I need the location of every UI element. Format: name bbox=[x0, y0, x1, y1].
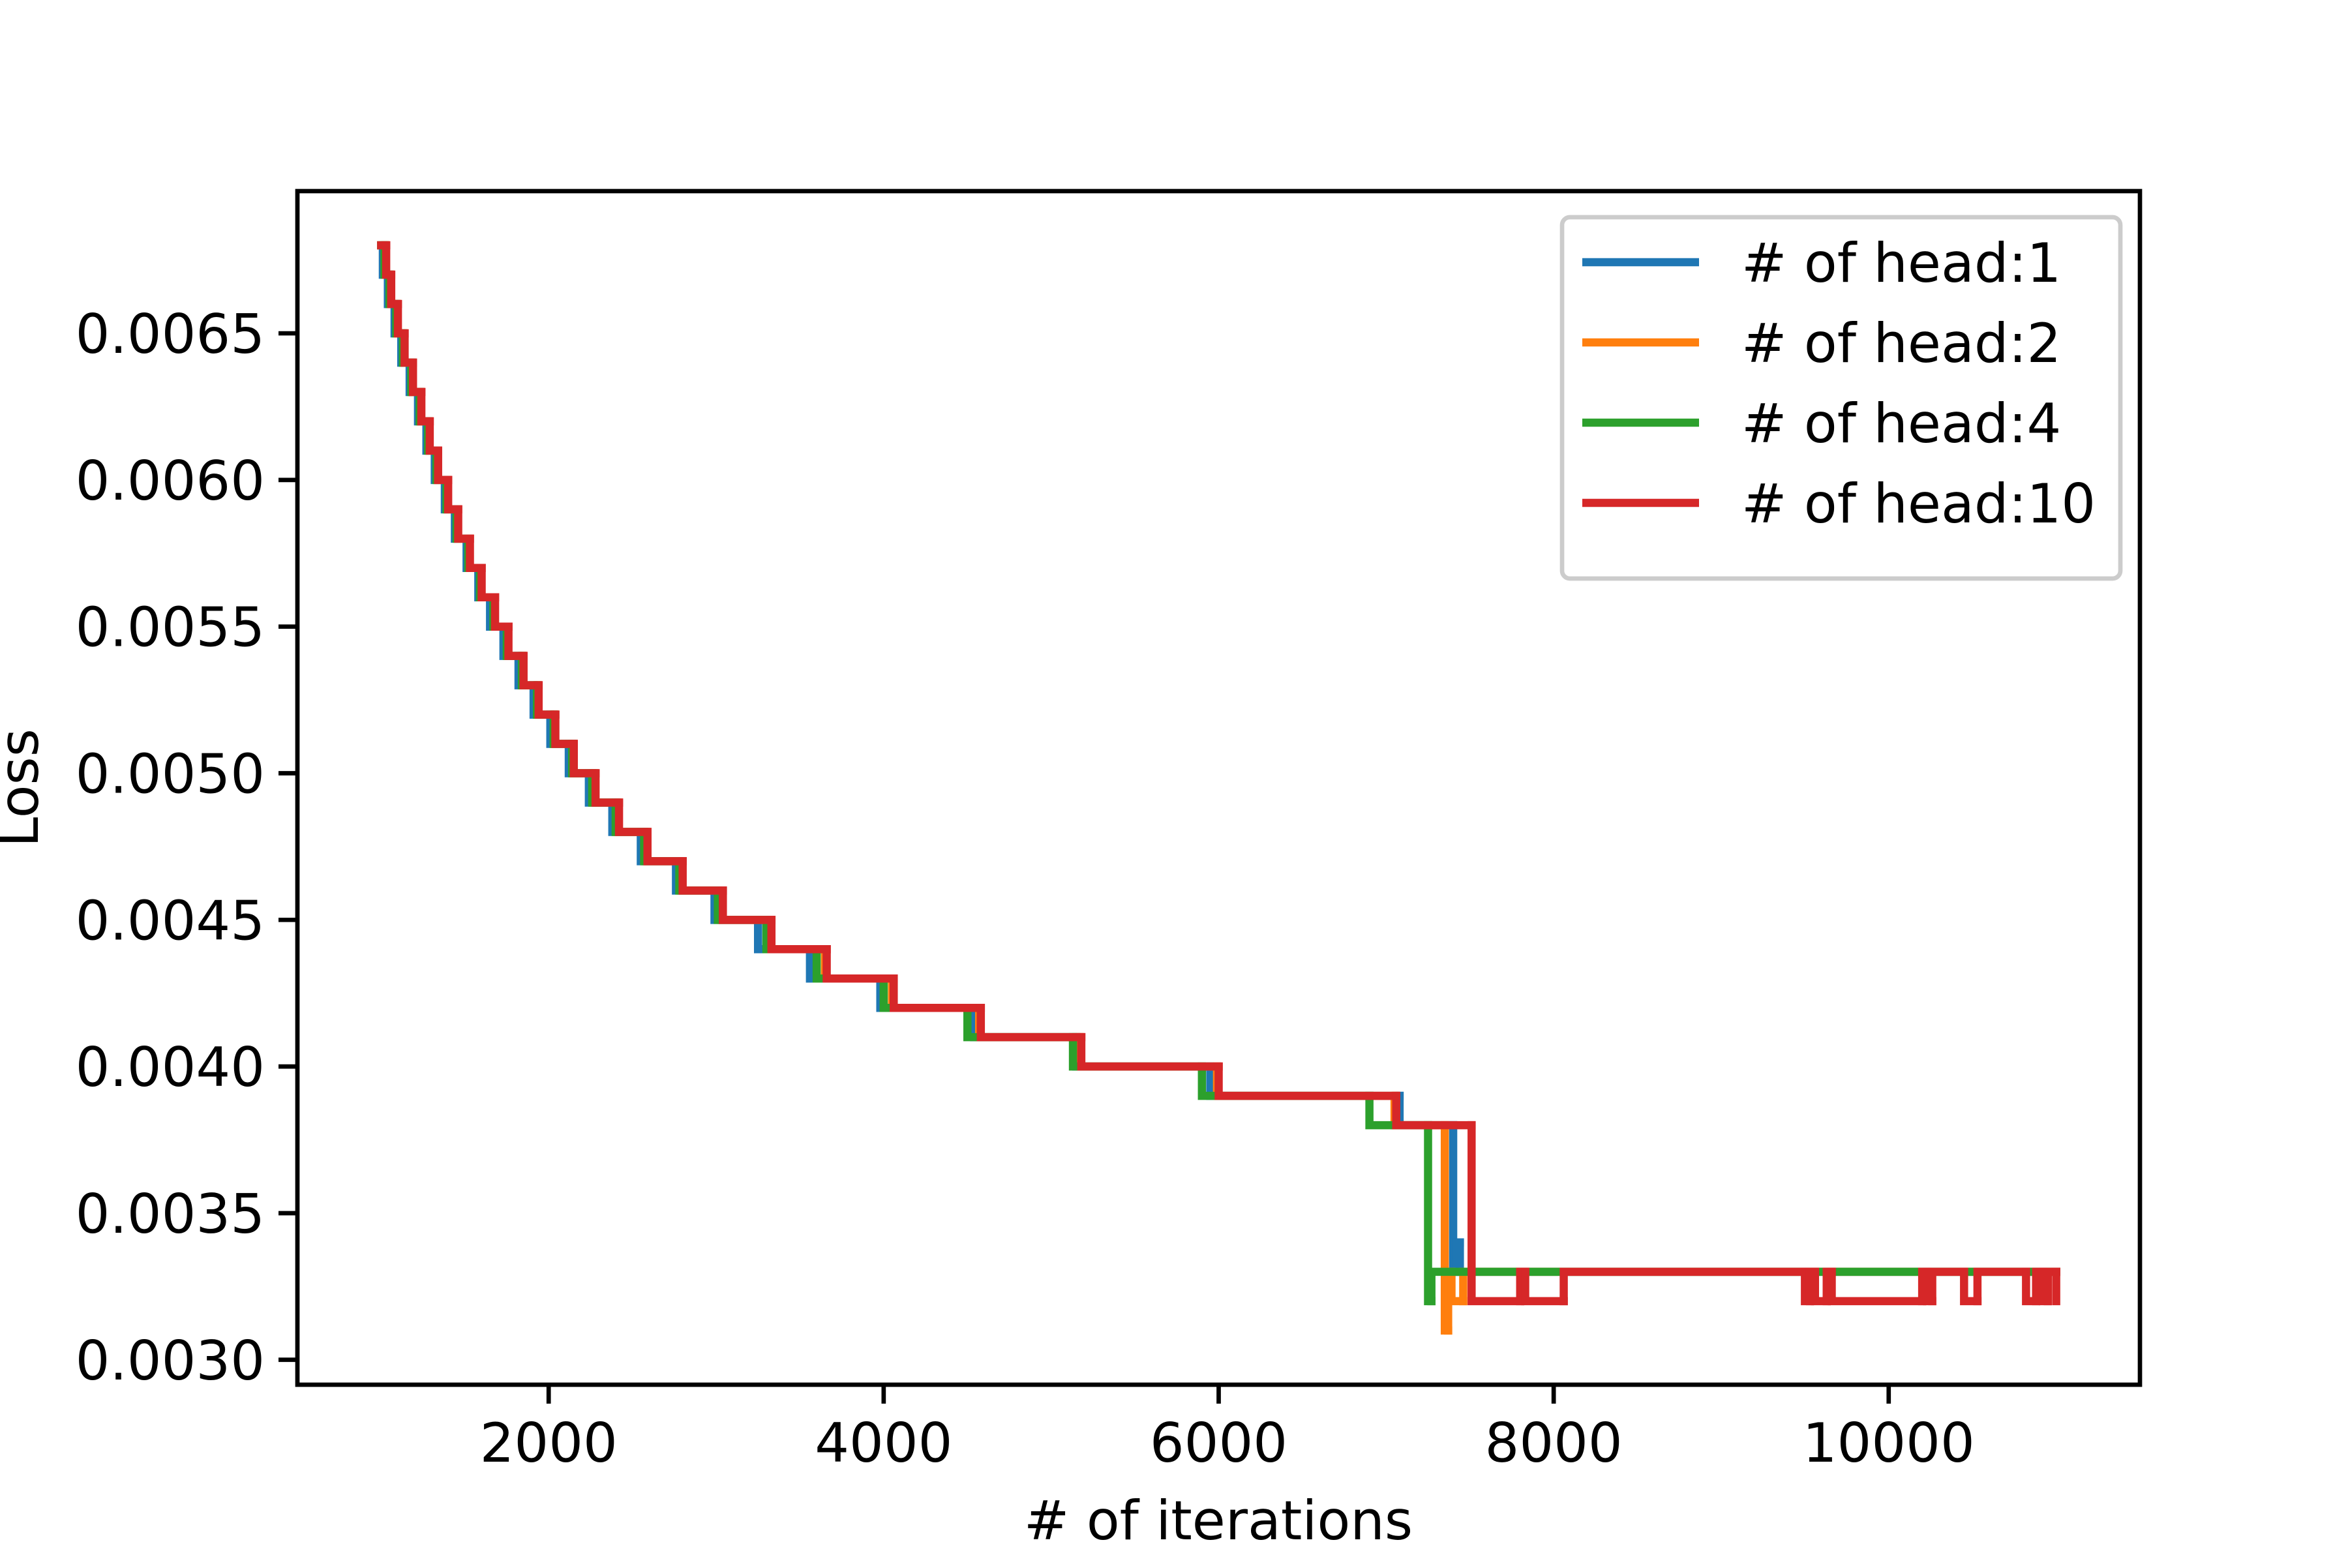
step-segment bbox=[975, 1003, 1084, 1042]
step-segment bbox=[888, 974, 984, 1012]
step-segment bbox=[477, 564, 500, 601]
step-segment bbox=[1395, 1091, 1458, 1130]
y-axis-label: Loss bbox=[0, 729, 51, 847]
y-tick-label: 0.0030 bbox=[76, 1329, 265, 1393]
step-segment bbox=[643, 828, 687, 866]
step-segment bbox=[534, 681, 560, 719]
step-segment bbox=[820, 945, 896, 983]
step-segment bbox=[717, 886, 774, 924]
step-segment bbox=[454, 505, 474, 543]
x-tick-label: 10000 bbox=[1803, 1411, 1975, 1475]
y-tick-label: 0.0065 bbox=[76, 303, 265, 366]
step-segment bbox=[1077, 1033, 1223, 1071]
x-tick-label: 4000 bbox=[815, 1411, 952, 1475]
step-segment bbox=[1521, 1267, 1568, 1306]
x-tick-label: 2000 bbox=[480, 1411, 618, 1475]
legend-label: # of head:2 bbox=[1741, 312, 2061, 375]
step-segment bbox=[408, 358, 426, 397]
series bbox=[377, 241, 2060, 1306]
step-segment bbox=[1973, 1267, 2030, 1306]
legend-box bbox=[1559, 215, 2123, 581]
step-segment bbox=[719, 886, 776, 924]
step-segment bbox=[504, 622, 528, 660]
legend-label: # of head:1 bbox=[1741, 232, 2061, 295]
axes-frame bbox=[295, 188, 2143, 1387]
legend-label: # of head:10 bbox=[1741, 472, 2096, 535]
y-tick-label: 0.0035 bbox=[76, 1183, 265, 1246]
step-segment bbox=[417, 387, 434, 426]
step-segment bbox=[1072, 1033, 1214, 1071]
step-segment bbox=[1456, 1238, 2060, 1276]
step-segment bbox=[490, 593, 513, 631]
y-tick-label: 0.0040 bbox=[76, 1036, 265, 1099]
legend-label: # of head:4 bbox=[1741, 392, 2061, 455]
step-segment bbox=[890, 974, 986, 1012]
step-segment bbox=[678, 857, 727, 895]
y-tick-label: 0.0045 bbox=[76, 889, 265, 952]
step-segment bbox=[425, 417, 442, 455]
y-tick-label: 0.0055 bbox=[76, 596, 265, 659]
step-segment bbox=[822, 945, 898, 983]
x-tick-label: 8000 bbox=[1485, 1411, 1623, 1475]
step-segment bbox=[387, 270, 402, 309]
step-segment bbox=[1392, 1091, 1476, 1130]
step-segment bbox=[1212, 1062, 1399, 1100]
step-segment bbox=[1076, 1033, 1222, 1071]
y-tick-label: 0.0050 bbox=[76, 743, 265, 806]
step-segment bbox=[1197, 1062, 1374, 1100]
y-tick-label: 0.0060 bbox=[76, 449, 265, 513]
step-segment bbox=[767, 916, 831, 954]
step-segment bbox=[614, 798, 652, 836]
step-segment bbox=[1214, 1062, 1400, 1100]
step-segment bbox=[1828, 1267, 1927, 1306]
step-segment bbox=[569, 740, 600, 777]
step-segment bbox=[1960, 1267, 1982, 1306]
step-segment bbox=[551, 710, 578, 748]
step-segment bbox=[1559, 1267, 1809, 1306]
step-segment bbox=[591, 769, 624, 807]
step-segment bbox=[970, 1003, 1081, 1042]
step-segment bbox=[519, 652, 543, 689]
step-segment bbox=[1068, 1033, 1207, 1071]
step-segment bbox=[434, 446, 453, 485]
step-segment bbox=[676, 857, 725, 895]
step-segment bbox=[765, 916, 830, 954]
step-segment bbox=[466, 534, 486, 573]
x-axis-label: # of iterations bbox=[1024, 1489, 1413, 1552]
step-segment bbox=[1928, 1267, 1968, 1306]
step-segment bbox=[382, 241, 396, 279]
x-tick-label: 6000 bbox=[1150, 1411, 1287, 1475]
step-segment bbox=[400, 329, 417, 367]
step-segment bbox=[1468, 1121, 1525, 1306]
step-segment bbox=[1427, 1267, 2060, 1306]
step-segment bbox=[393, 299, 409, 338]
step-segment bbox=[444, 475, 462, 514]
step-segment bbox=[976, 1003, 1086, 1042]
step-segment bbox=[1206, 1062, 1404, 1100]
